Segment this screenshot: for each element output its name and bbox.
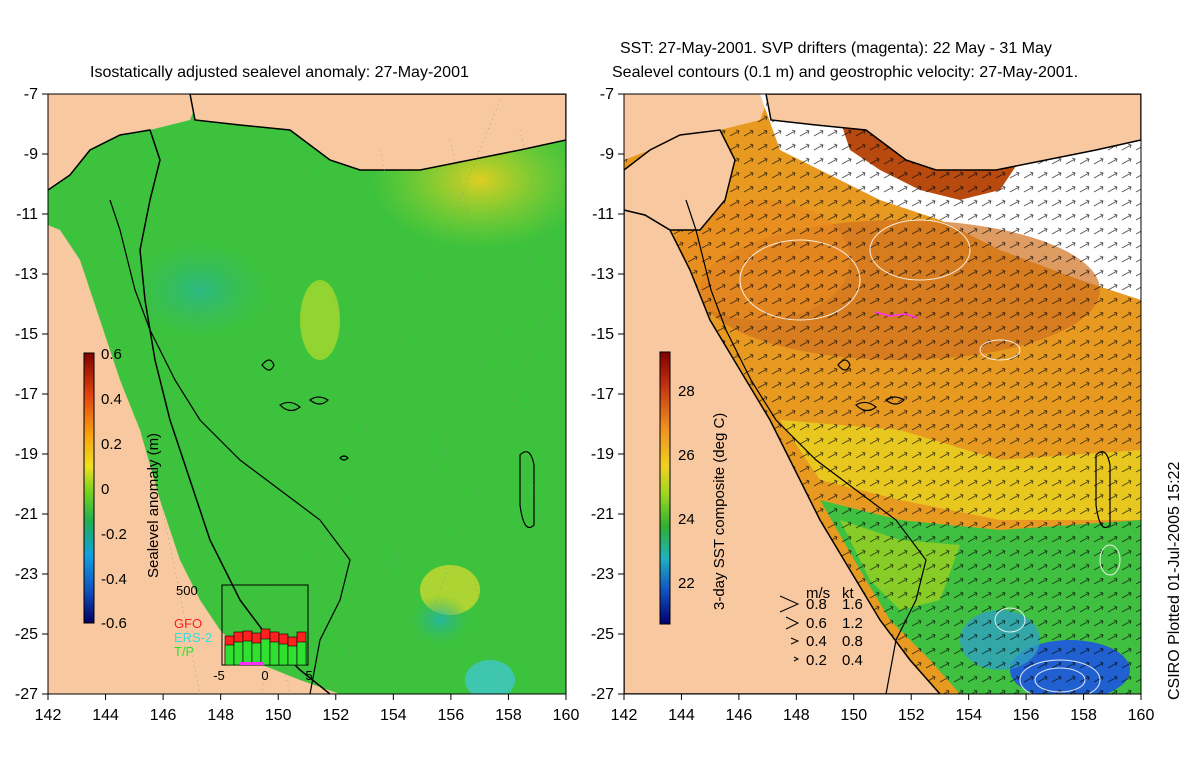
vel-row-kt: 1.2 bbox=[842, 615, 863, 632]
lat-tick-label: -17 bbox=[591, 386, 614, 403]
lon-tick-label: 156 bbox=[1013, 707, 1040, 724]
lon-tick-label: 154 bbox=[380, 707, 407, 724]
lon-tick-label: 160 bbox=[1128, 707, 1155, 724]
left-cbar-tick: 0.6 bbox=[101, 346, 122, 363]
vel-row-kt: 1.6 bbox=[842, 596, 863, 613]
lon-tick-label: 144 bbox=[92, 707, 119, 724]
hist-legend-gfo: GFO bbox=[174, 616, 202, 631]
right-cbar-tick: 26 bbox=[678, 447, 695, 464]
vel-header-kt: kt bbox=[842, 585, 855, 602]
lat-tick-label: -21 bbox=[591, 506, 614, 523]
lon-tick-label: 146 bbox=[150, 707, 177, 724]
vel-arrow-icon bbox=[790, 637, 800, 645]
lat-tick-label: -13 bbox=[15, 266, 38, 283]
hist-xtick: -5 bbox=[213, 668, 225, 683]
left-map-title: Isostatically adjusted sealevel anomaly:… bbox=[90, 64, 469, 81]
lat-tick-label: -17 bbox=[15, 386, 38, 403]
lon-tick-label: 160 bbox=[553, 707, 580, 724]
lon-tick-label: 144 bbox=[668, 707, 695, 724]
lon-tick-label: 156 bbox=[438, 707, 465, 724]
lat-tick-label: -7 bbox=[24, 86, 38, 103]
lon-tick-label: 142 bbox=[35, 707, 62, 724]
vel-row-ms: 0.8 bbox=[806, 596, 827, 613]
lon-tick-label: 146 bbox=[726, 707, 753, 724]
lon-tick-label: 152 bbox=[322, 707, 349, 724]
left-colorbar: 0.6 0.4 0.2 0 -0.2 -0.4 -0.6 Sealevel an… bbox=[83, 346, 162, 632]
lat-tick-label: -27 bbox=[15, 686, 38, 703]
left-cbar-tick: 0.2 bbox=[101, 436, 122, 453]
lat-tick-label: -15 bbox=[591, 326, 614, 343]
vel-row-ms: 0.2 bbox=[806, 652, 827, 669]
lon-tick-label: 148 bbox=[783, 707, 810, 724]
right-map-title-line2: Sealevel contours (0.1 m) and geostrophi… bbox=[612, 64, 1079, 81]
axes: -7 -9 -11 -13 -15 -17 -19 -21 -23 -25 -27 142 144 146… bbox=[15, 86, 1155, 724]
lat-tick-label: -7 bbox=[600, 86, 614, 103]
right-colorbar: 28 26 24 22 3-day SST composite (deg C) bbox=[659, 351, 728, 625]
lat-tick-label: -23 bbox=[591, 566, 614, 583]
lat-tick-label: -27 bbox=[591, 686, 614, 703]
lon-tick-label: 142 bbox=[611, 707, 638, 724]
vel-header-ms: m/s bbox=[806, 585, 830, 602]
right-map bbox=[624, 94, 1141, 694]
lat-tick-label: -9 bbox=[24, 146, 38, 163]
vel-arrow-icon bbox=[779, 595, 800, 613]
lat-tick-label: -21 bbox=[15, 506, 38, 523]
right-map-coast bbox=[624, 209, 942, 694]
right-cbar-tick: 28 bbox=[678, 383, 695, 400]
vel-arrow-icon bbox=[793, 656, 800, 662]
hist-bars bbox=[224, 628, 307, 666]
lat-tick-label: -19 bbox=[591, 446, 614, 463]
lon-tick-label: 152 bbox=[898, 707, 925, 724]
left-map-coast bbox=[48, 129, 331, 694]
left-cbar-tick: -0.6 bbox=[101, 615, 127, 632]
vel-row-ms: 0.4 bbox=[806, 633, 827, 650]
hist-xtick: 0 bbox=[261, 668, 268, 683]
right-map-png-land bbox=[765, 94, 1141, 171]
lat-tick-label: -9 bbox=[600, 146, 614, 163]
vel-row-kt: 0.8 bbox=[842, 633, 863, 650]
lat-tick-label: -25 bbox=[591, 626, 614, 643]
vel-row-ms: 0.6 bbox=[806, 615, 827, 632]
lat-tick-label: -23 bbox=[15, 566, 38, 583]
left-cbar-tick: 0.4 bbox=[101, 391, 122, 408]
right-cbar-tick: 22 bbox=[678, 575, 695, 592]
left-cbar-tick: 0 bbox=[101, 481, 109, 498]
left-map-png-land bbox=[189, 94, 566, 171]
lon-tick-label: 150 bbox=[265, 707, 292, 724]
left-cbar-label: Sealevel anomaly (m) bbox=[145, 433, 162, 578]
lat-tick-label: -13 bbox=[591, 266, 614, 283]
lat-tick-label: -19 bbox=[15, 446, 38, 463]
lon-tick-label: 154 bbox=[955, 707, 982, 724]
lat-tick-label: -15 bbox=[15, 326, 38, 343]
right-map-title-line1: SST: 27-May-2001. SVP drifters (magenta)… bbox=[620, 40, 1052, 57]
lat-tick-label: -11 bbox=[592, 206, 614, 223]
left-cbar-tick: -0.2 bbox=[101, 526, 127, 543]
hist-ymax: 500 bbox=[176, 583, 198, 598]
lat-tick-label: -25 bbox=[15, 626, 38, 643]
left-map bbox=[48, 94, 566, 694]
vel-row-kt: 0.4 bbox=[842, 652, 863, 669]
vel-arrow-icon bbox=[785, 616, 800, 630]
hist-legend-ers2: ERS-2 bbox=[174, 630, 212, 645]
svp-drifter-track bbox=[874, 311, 919, 319]
left-cbar-tick: -0.4 bbox=[101, 571, 127, 588]
hist-xtick: 5 bbox=[305, 668, 312, 683]
lon-tick-label: 158 bbox=[1070, 707, 1097, 724]
velocity-legend: m/s kt 0.8 1.6 0.6 1.2 0.4 0.8 0.2 0.4 bbox=[779, 585, 863, 669]
lon-tick-label: 150 bbox=[840, 707, 867, 724]
lat-tick-label: -11 bbox=[16, 206, 38, 223]
credit-text: CSIRO Plotted 01-Jul-2005 15:22 bbox=[1166, 461, 1183, 700]
right-cbar-tick: 24 bbox=[678, 511, 695, 528]
lon-tick-label: 148 bbox=[207, 707, 234, 724]
right-cbar-label: 3-day SST composite (deg C) bbox=[711, 413, 728, 610]
track-histogram: 500 GFO ERS-2 T/P -5 0 5 bbox=[174, 583, 313, 683]
lon-tick-label: 158 bbox=[495, 707, 522, 724]
hist-legend-tp: T/P bbox=[174, 644, 194, 659]
